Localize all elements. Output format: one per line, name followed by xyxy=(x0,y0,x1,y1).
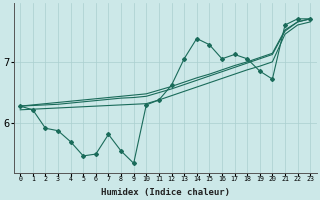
X-axis label: Humidex (Indice chaleur): Humidex (Indice chaleur) xyxy=(101,188,230,197)
